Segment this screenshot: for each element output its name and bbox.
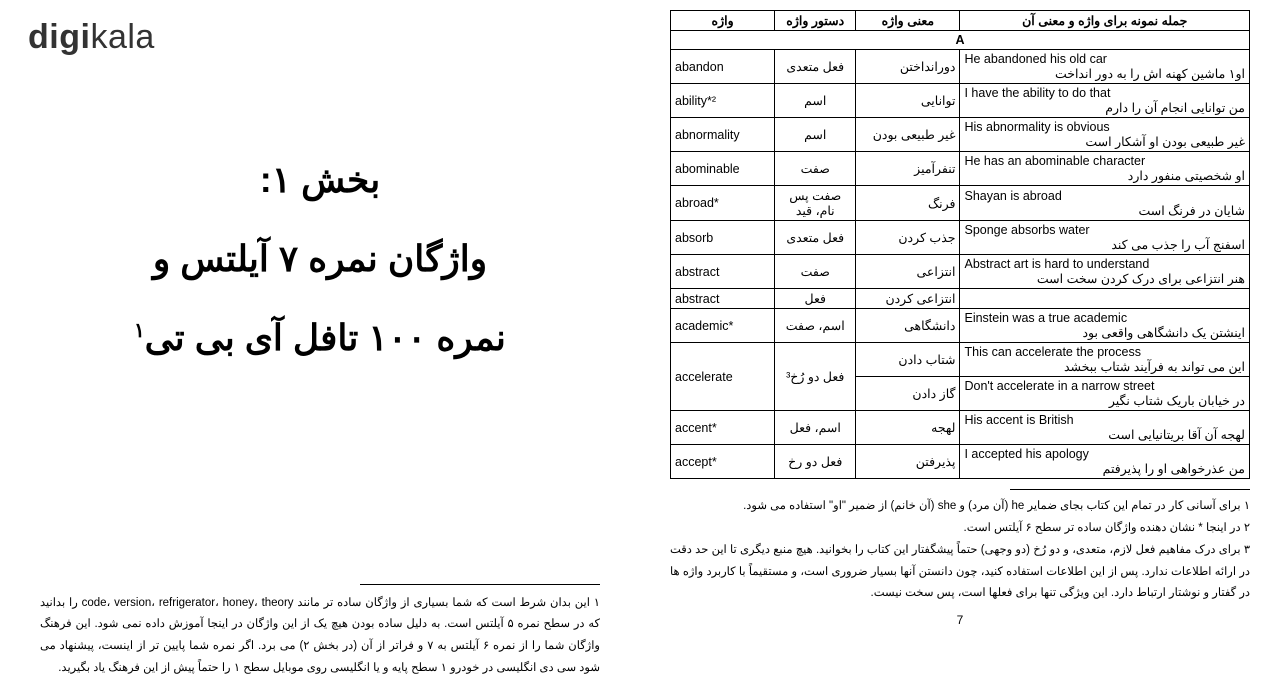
page-number: 7 xyxy=(670,613,1250,627)
table-row: abandonفعل متعدیدورانداختنHe abandoned h… xyxy=(671,50,1250,84)
section-header: A xyxy=(671,31,1250,50)
chapter-line1: بخش ۱: xyxy=(40,140,600,219)
footnote-separator xyxy=(1010,489,1250,490)
table-row: abroad*صفت پس نام، قیدفرنگShayan is abro… xyxy=(671,186,1250,221)
table-row: accent*اسم، فعللهجهHis accent is British… xyxy=(671,411,1250,445)
chapter-title: بخش ۱: واژگان نمره ۷ آیلتس و نمره ۱۰۰ تا… xyxy=(40,140,600,378)
chapter-line2: واژگان نمره ۷ آیلتس و xyxy=(40,219,600,298)
footnote-separator xyxy=(360,584,600,585)
right-footnotes: ۱ برای آسانی کار در تمام این کتاب بجای ض… xyxy=(670,496,1250,605)
footnote-item: ۳ برای درک مفاهیم فعل لازم، متعدی، و دو … xyxy=(670,540,1250,606)
footnote-item: ۱ برای آسانی کار در تمام این کتاب بجای ض… xyxy=(670,496,1250,518)
table-row: abnormalityاسمغیر طبیعی بودنHis abnormal… xyxy=(671,118,1250,152)
header-example: جمله نمونه برای واژه و معنی آن xyxy=(960,11,1250,31)
chapter-line3: نمره ۱۰۰ تافل آی بی تی۱ xyxy=(40,298,600,377)
table-row: abominableصفتتنفرآمیزHe has an abominabl… xyxy=(671,152,1250,186)
table-row: ability*²اسمتواناییI have the ability to… xyxy=(671,84,1250,118)
header-grammar: دستور واژه xyxy=(775,11,856,31)
book-spread: بخش ۱: واژگان نمره ۷ آیلتس و نمره ۱۰۰ تا… xyxy=(0,0,1280,700)
left-footnote: ۱ این بدان شرط است که شما بسیاری از واژگ… xyxy=(40,593,600,680)
table-row: accept*فعل دو رخپذیرفتنI accepted his ap… xyxy=(671,445,1250,479)
vocab-table: واژه دستور واژه معنی واژه جمله نمونه برا… xyxy=(670,10,1250,479)
table-row: academic*اسم، صفتدانشگاهیEinstein was a … xyxy=(671,309,1250,343)
header-word: واژه xyxy=(671,11,775,31)
table-row: accelerateفعل دو رُخ³شتاب دادنThis can a… xyxy=(671,343,1250,377)
table-row: absorbفعل متعدیجذب کردنSponge absorbs wa… xyxy=(671,221,1250,255)
table-header-row: واژه دستور واژه معنی واژه جمله نمونه برا… xyxy=(671,11,1250,31)
table-row: abstractصفتانتزاعیAbstract art is hard t… xyxy=(671,255,1250,289)
footnote-item: ۲ در اینجا * نشان دهنده واژگان ساده تر س… xyxy=(670,518,1250,540)
table-row: abstractفعلانتزاعی کردن xyxy=(671,289,1250,309)
left-page: بخش ۱: واژگان نمره ۷ آیلتس و نمره ۱۰۰ تا… xyxy=(0,0,640,700)
header-meaning: معنی واژه xyxy=(856,11,960,31)
right-page: واژه دستور واژه معنی واژه جمله نمونه برا… xyxy=(640,0,1280,700)
